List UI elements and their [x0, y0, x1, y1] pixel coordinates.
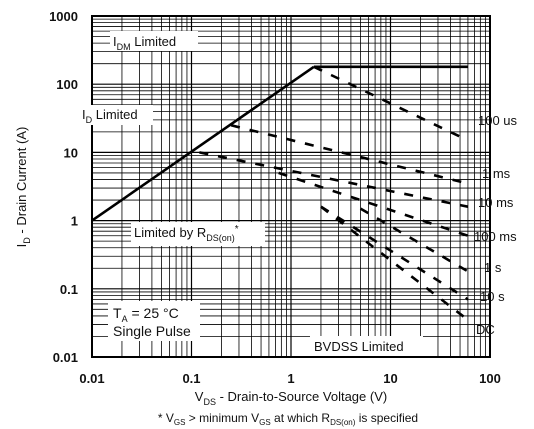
y-tick-label: 10	[64, 145, 78, 160]
plot-frame	[91, 15, 491, 358]
curve-1-s	[359, 207, 469, 273]
ta-label-bg	[108, 301, 200, 341]
y-tick-label: 0.1	[60, 282, 78, 297]
curve-r-ds-on-limit	[91, 65, 315, 222]
curve-label-10ms: 10 ms	[478, 195, 514, 210]
curve-label-10s: 10 s	[480, 289, 505, 304]
curve-label-dc: DC	[476, 322, 495, 337]
y-tick-label: 1	[71, 214, 78, 229]
curve-label-1s: 1 s	[484, 260, 502, 275]
single-pulse-label: Single Pulse	[113, 323, 191, 339]
x-tick-label: 10	[383, 371, 397, 386]
curve-1-ms	[230, 124, 469, 185]
x-tick-label: 0.01	[79, 371, 104, 386]
curves	[91, 65, 469, 321]
rds-label-bg	[131, 222, 265, 246]
y-tick-label: 1000	[49, 9, 78, 24]
curve-label-100ms: 100 ms	[474, 229, 517, 244]
bvdss-limited-label: BVDSS Limited	[314, 339, 404, 354]
curve-label-100us: 100 us	[478, 113, 518, 128]
curve-label-1ms: 1 ms	[482, 166, 511, 181]
curve-100-ms	[278, 171, 469, 237]
rds-limited-label: Limited by RDS(on)*	[134, 224, 239, 243]
idm-label-bg	[110, 31, 198, 51]
y-tick-label: 100	[56, 77, 78, 92]
x-tick-label: 1	[287, 371, 294, 386]
id-label-bg	[80, 105, 153, 125]
ta-label: TA = 25 °C	[113, 305, 179, 324]
y-tick-label: 0.01	[53, 350, 78, 365]
x-tick-label: 100	[479, 371, 501, 386]
idm-limited-label: IDM Limited	[113, 34, 176, 52]
x-axis-label: VDS - Drain-to-Source Voltage (V)	[195, 389, 387, 407]
id-limited-label: ID Limited	[82, 107, 138, 125]
x-tick-label: 0.1	[182, 371, 200, 386]
bvdss-label-bg	[310, 336, 423, 356]
y-axis-label: ID - Drain Current (A)	[14, 127, 32, 248]
curve-10-ms	[199, 151, 469, 208]
grid-lines	[92, 16, 490, 357]
tick-labels: 0.01 0.1 1 10 100 1000 100 10 1 0.1 0.01	[49, 9, 501, 386]
curve-dc	[320, 205, 469, 321]
footnote: * VGS > minimum VGS at which RDS(on) is …	[158, 411, 418, 427]
